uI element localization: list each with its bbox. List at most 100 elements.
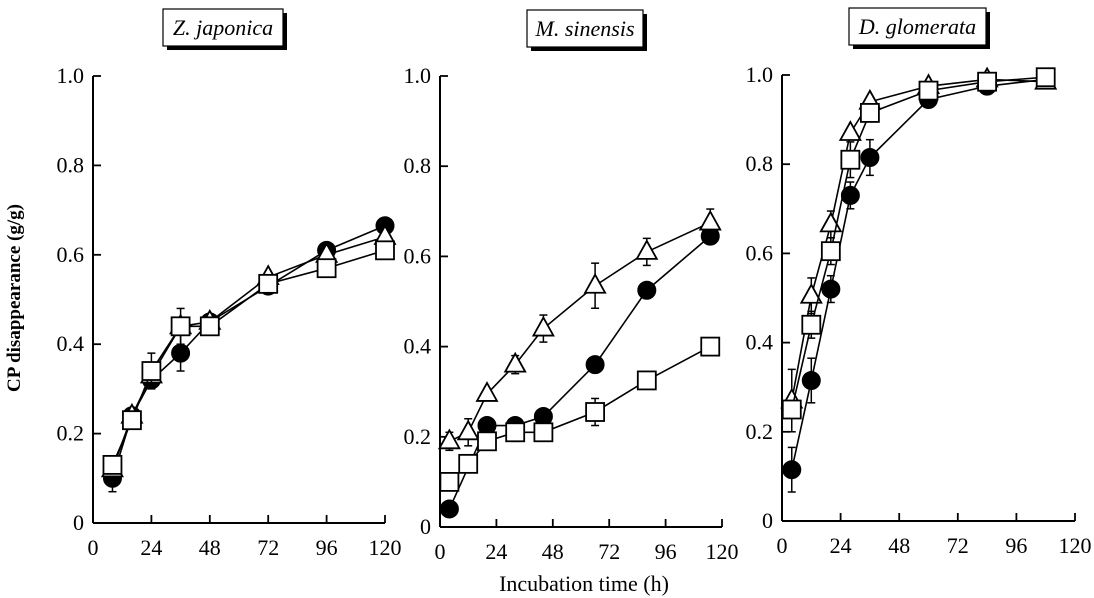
x-tick-label: 72 <box>947 533 969 558</box>
series-square <box>439 336 721 492</box>
series-square <box>781 67 1056 420</box>
panel-title: M. sinensis <box>535 16 635 41</box>
panel-3: D. glomerata 0 0.2 0.4 0.6 0.8 1.0 0 24 48 72 96 120 <box>746 7 1092 558</box>
data-point-circle <box>585 355 605 375</box>
x-tick-label: 72 <box>257 535 279 560</box>
data-point-triangle <box>503 351 527 373</box>
x-tick-label: 48 <box>542 539 564 564</box>
data-point-triangle <box>475 381 499 402</box>
y-tick-label: 0.8 <box>57 152 85 177</box>
series-triangle <box>437 208 722 452</box>
data-point-circle <box>821 279 841 299</box>
series-line-square <box>111 249 386 466</box>
series-line-circle <box>448 235 711 510</box>
title-box <box>162 8 284 47</box>
title-box <box>526 9 644 48</box>
y-tick-label: 0.6 <box>746 240 774 265</box>
data-point-square <box>141 361 162 381</box>
data-point-square <box>781 399 802 420</box>
y-tick-label: 0.2 <box>404 424 432 449</box>
data-point-triangle <box>437 428 461 450</box>
data-point-square <box>199 316 220 337</box>
panel-title: Z. japonica <box>173 15 273 40</box>
data-point-circle <box>637 280 657 300</box>
y-tick-label: 0.4 <box>404 334 432 359</box>
data-point-square <box>170 316 191 337</box>
x-tick-label: 24 <box>485 539 507 564</box>
series-line-triangle <box>449 221 711 443</box>
data-point-square <box>801 314 822 335</box>
data-point-circle <box>171 343 191 363</box>
y-tick-label: 0.4 <box>746 330 774 355</box>
x-tick-label: 0 <box>777 533 788 558</box>
data-point-square <box>918 80 939 101</box>
y-tick-label: 0.6 <box>404 243 432 268</box>
data-point-square <box>439 471 460 492</box>
x-axis-label: Incubation time (h) <box>499 571 669 596</box>
y-tick-label: 0.6 <box>57 242 85 267</box>
data-point-square <box>505 422 526 443</box>
y-tick-label: 0.8 <box>404 153 432 178</box>
data-point-square <box>977 71 997 92</box>
data-point-square <box>585 402 605 422</box>
y-tick-label: 0.2 <box>746 419 774 444</box>
data-point-square <box>122 410 142 431</box>
x-tick-label: 0 <box>435 539 446 564</box>
data-point-square <box>477 431 497 452</box>
series-circle <box>102 216 395 493</box>
series-line-square <box>448 345 711 483</box>
data-point-square <box>458 453 479 474</box>
data-point-square <box>102 454 123 475</box>
series-triangle <box>100 224 397 478</box>
data-point-triangle <box>698 209 722 231</box>
data-point-square <box>258 273 279 294</box>
data-point-square <box>820 241 841 262</box>
y-tick-label: 0.8 <box>746 151 774 176</box>
data-point-triangle <box>583 272 607 294</box>
y-tick-label: 0.2 <box>57 421 85 446</box>
series-circle <box>439 226 720 519</box>
data-point-square <box>375 240 395 261</box>
x-tick-label: 72 <box>598 539 620 564</box>
data-point-square <box>860 103 880 123</box>
panel-2: M. sinensis 0 0.2 0.4 0.6 0.8 1.0 0 24 48 72 96 120 <box>404 9 739 564</box>
data-point-triangle <box>635 239 659 260</box>
data-point-square <box>840 149 861 170</box>
y-tick-label: 0 <box>73 510 84 535</box>
y-tick-label: 1.0 <box>57 63 85 88</box>
x-tick-label: 120 <box>369 535 402 560</box>
x-tick-label: 0 <box>88 535 99 560</box>
data-point-square <box>316 258 337 279</box>
x-tick-label: 24 <box>830 533 852 558</box>
x-tick-label: 24 <box>140 535 162 560</box>
x-tick-label: 48 <box>888 533 910 558</box>
series-square <box>102 240 395 475</box>
data-point-square <box>700 336 721 357</box>
x-tick-label: 120 <box>1059 533 1092 558</box>
series-line-triangle <box>790 78 1046 401</box>
data-point-circle <box>840 185 860 205</box>
y-tick-label: 1.0 <box>404 63 432 88</box>
data-point-square <box>533 422 554 443</box>
data-point-triangle <box>456 419 480 441</box>
data-point-triangle <box>531 315 555 337</box>
panel-1: Z. japonica 0 0.2 0.4 0.6 0.8 1.0 0 24 48 72 96 120 <box>57 8 402 560</box>
data-point-triangle <box>799 282 823 304</box>
data-point-triangle <box>838 120 862 141</box>
y-tick-label: 0.4 <box>57 331 85 356</box>
data-point-circle <box>860 148 880 168</box>
panel-title: D. glomerata <box>858 14 976 39</box>
data-point-circle <box>439 499 459 519</box>
x-tick-label: 48 <box>199 535 221 560</box>
data-point-square <box>1035 67 1056 88</box>
title-box <box>848 7 987 46</box>
data-point-square <box>636 370 657 391</box>
y-tick-label: 0 <box>762 508 773 533</box>
chart-panels: Z. japonica 0 0.2 0.4 0.6 0.8 1.0 0 24 48 72 96 120 M… <box>57 7 1092 564</box>
x-tick-label: 96 <box>316 535 338 560</box>
y-axis-label: CP disappearance (g/g) <box>4 204 25 392</box>
series-line-circle <box>790 78 1046 470</box>
data-point-circle <box>801 371 821 391</box>
y-tick-label: 0 <box>420 514 431 539</box>
